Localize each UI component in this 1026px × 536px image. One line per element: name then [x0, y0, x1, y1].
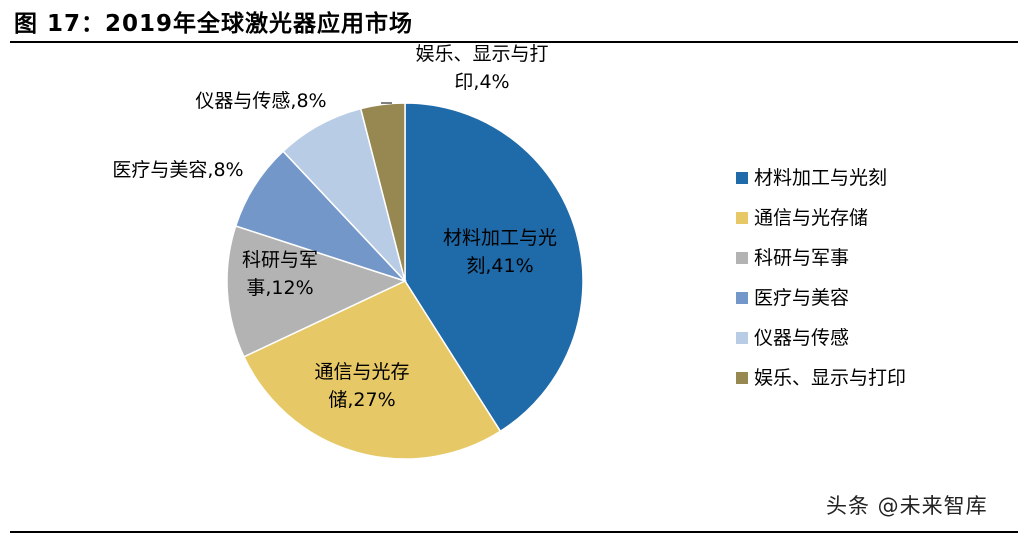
- legend-swatch-1: [736, 212, 748, 224]
- data-label-1: 通信与光存储,27%: [314, 361, 409, 411]
- pie-slice-2: [226, 225, 408, 358]
- legend-label-0: 材料加工与光刻: [754, 167, 887, 189]
- legend-label-2: 科研与军事: [754, 247, 849, 269]
- legend-item-1: 通信与光存储: [736, 207, 868, 229]
- pie-slice-3: [234, 150, 406, 282]
- pie-slice-0: [404, 102, 584, 433]
- data-label-5: 娱乐、显示与打印,4%: [415, 43, 548, 93]
- watermark: 头条 @未来智库: [826, 494, 988, 518]
- legend-label-1: 通信与光存储: [754, 207, 868, 229]
- pie-slice-4: [282, 107, 406, 282]
- figure-title: 图 17：2019年全球激光器应用市场: [14, 11, 414, 37]
- legend-item-0: 材料加工与光刻: [736, 167, 887, 189]
- data-label-0: 材料加工与光刻,41%: [443, 227, 557, 277]
- legend-swatch-2: [736, 252, 748, 264]
- legend-swatch-0: [736, 172, 748, 184]
- top-rule: [10, 41, 1018, 43]
- legend-label-5: 娱乐、显示与打印: [754, 367, 906, 389]
- bottom-rule: [10, 531, 1018, 533]
- legend-item-3: 医疗与美容: [736, 287, 849, 309]
- legend-item-4: 仪器与传感: [736, 327, 849, 349]
- legend-swatch-5: [736, 372, 748, 384]
- data-label-4: 仪器与传感,8%: [195, 90, 326, 112]
- pie-slice-1: [242, 280, 502, 460]
- pie-slice-5: [359, 102, 406, 282]
- legend-item-2: 科研与军事: [736, 247, 849, 269]
- data-label-2: 科研与军事,12%: [242, 249, 318, 299]
- legend-swatch-3: [736, 292, 748, 304]
- data-label-3: 医疗与美容,8%: [112, 159, 243, 181]
- legend-label-3: 医疗与美容: [754, 287, 849, 309]
- legend-swatch-4: [736, 332, 748, 344]
- legend-label-4: 仪器与传感: [754, 327, 849, 349]
- legend-item-5: 娱乐、显示与打印: [736, 367, 906, 389]
